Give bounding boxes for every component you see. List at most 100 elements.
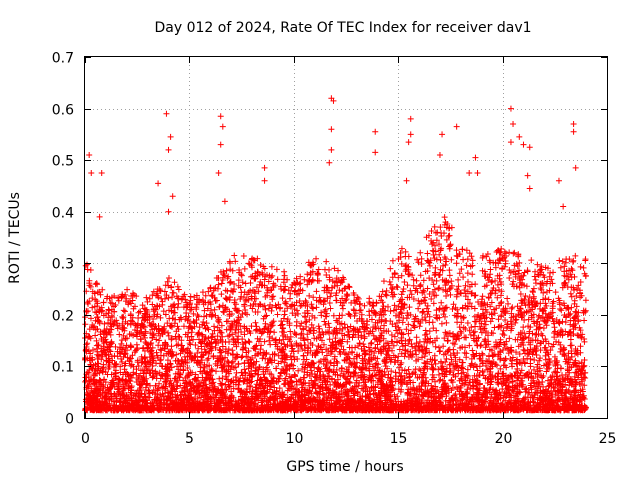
- roti-point: [387, 265, 394, 272]
- roti-point: [391, 359, 398, 366]
- roti-point: [302, 319, 309, 326]
- roti-point: [494, 379, 501, 386]
- roti-point: [316, 294, 323, 301]
- roti-point: [519, 330, 526, 337]
- roti-point: [127, 378, 134, 385]
- roti-point: [227, 366, 234, 373]
- roti-point: [523, 283, 530, 290]
- roti-point: [221, 309, 228, 316]
- roti-point: [162, 341, 169, 348]
- roti-point: [119, 320, 126, 327]
- roti-point: [161, 345, 168, 352]
- roti-point: [245, 338, 252, 345]
- roti-point: [298, 320, 305, 327]
- roti-point: [160, 308, 167, 315]
- roti-point: [411, 318, 418, 325]
- roti-point: [479, 293, 486, 300]
- roti-point: [471, 305, 478, 312]
- roti-point: [327, 351, 334, 358]
- roti-point: [506, 335, 513, 342]
- roti-point: [163, 292, 170, 299]
- roti-point: [296, 297, 303, 304]
- roti-point: [135, 363, 142, 370]
- roti-point: [278, 318, 285, 325]
- roti-point: [369, 363, 376, 370]
- roti-point: [546, 355, 553, 362]
- roti-point: [134, 357, 141, 364]
- roti-point: [218, 291, 225, 298]
- roti-point: [448, 356, 455, 363]
- roti-point: [437, 257, 444, 264]
- roti-point: [147, 330, 154, 337]
- roti-point: [571, 322, 578, 329]
- roti-point: [426, 290, 433, 297]
- roti-point: [306, 316, 313, 323]
- roti-point: [464, 366, 471, 373]
- roti-point: [219, 375, 226, 382]
- roti-point: [346, 284, 353, 291]
- roti-point: [390, 342, 397, 349]
- roti-point: [96, 288, 103, 295]
- roti-point: [551, 369, 558, 376]
- roti-point: [410, 369, 417, 376]
- roti-point: [211, 306, 218, 313]
- roti-point: [481, 385, 488, 392]
- roti-point: [356, 307, 363, 314]
- roti-point: [540, 362, 547, 369]
- roti-point: [326, 367, 333, 374]
- roti-point: [222, 295, 229, 302]
- roti-point: [320, 341, 327, 348]
- roti-point: [463, 262, 470, 269]
- roti-point: [502, 258, 509, 265]
- roti-point: [218, 382, 225, 389]
- roti-point: [325, 320, 332, 327]
- roti-point: [249, 373, 256, 380]
- roti-point: [543, 322, 550, 329]
- roti-point: [345, 368, 352, 375]
- roti-point: [398, 291, 405, 298]
- roti-point: [529, 289, 536, 296]
- roti-point: [218, 322, 225, 329]
- roti-point: [146, 295, 153, 302]
- roti-point: [196, 336, 203, 343]
- roti-point: [432, 242, 439, 249]
- roti-point: [553, 338, 560, 345]
- roti-point: [218, 280, 225, 287]
- roti-point: [307, 327, 314, 334]
- roti-point: [302, 392, 309, 399]
- roti-point: [520, 272, 527, 279]
- roti-point: [213, 339, 220, 346]
- roti-point: [333, 345, 340, 352]
- roti-point: [304, 371, 311, 378]
- roti-point: [471, 332, 478, 339]
- roti-point: [226, 383, 233, 390]
- roti-point: [241, 366, 248, 373]
- roti-point: [395, 324, 402, 331]
- roti-point: [380, 311, 387, 318]
- roti-point: [241, 377, 248, 384]
- roti-point: [543, 361, 550, 368]
- roti-point: [336, 348, 343, 355]
- roti-point: [165, 275, 172, 282]
- roti-point: [424, 302, 431, 309]
- roti-point: [577, 263, 584, 270]
- roti-point: [190, 318, 197, 325]
- roti-point: [422, 374, 429, 381]
- roti-point: [219, 277, 226, 284]
- roti-point: [180, 293, 187, 300]
- roti-point: [339, 279, 346, 286]
- roti-point: [248, 323, 255, 330]
- roti-point: [266, 370, 273, 377]
- roti-point: [130, 305, 137, 312]
- roti-point: [274, 276, 281, 283]
- roti-point: [399, 288, 406, 295]
- roti-point: [331, 265, 338, 272]
- roti-point: [558, 307, 565, 314]
- roti-point: [461, 349, 468, 356]
- roti-point: [488, 299, 495, 306]
- roti-point: [323, 271, 330, 278]
- roti-point: [177, 382, 184, 389]
- roti-point: [231, 252, 238, 259]
- roti-point: [272, 302, 279, 309]
- roti-point: [342, 285, 349, 292]
